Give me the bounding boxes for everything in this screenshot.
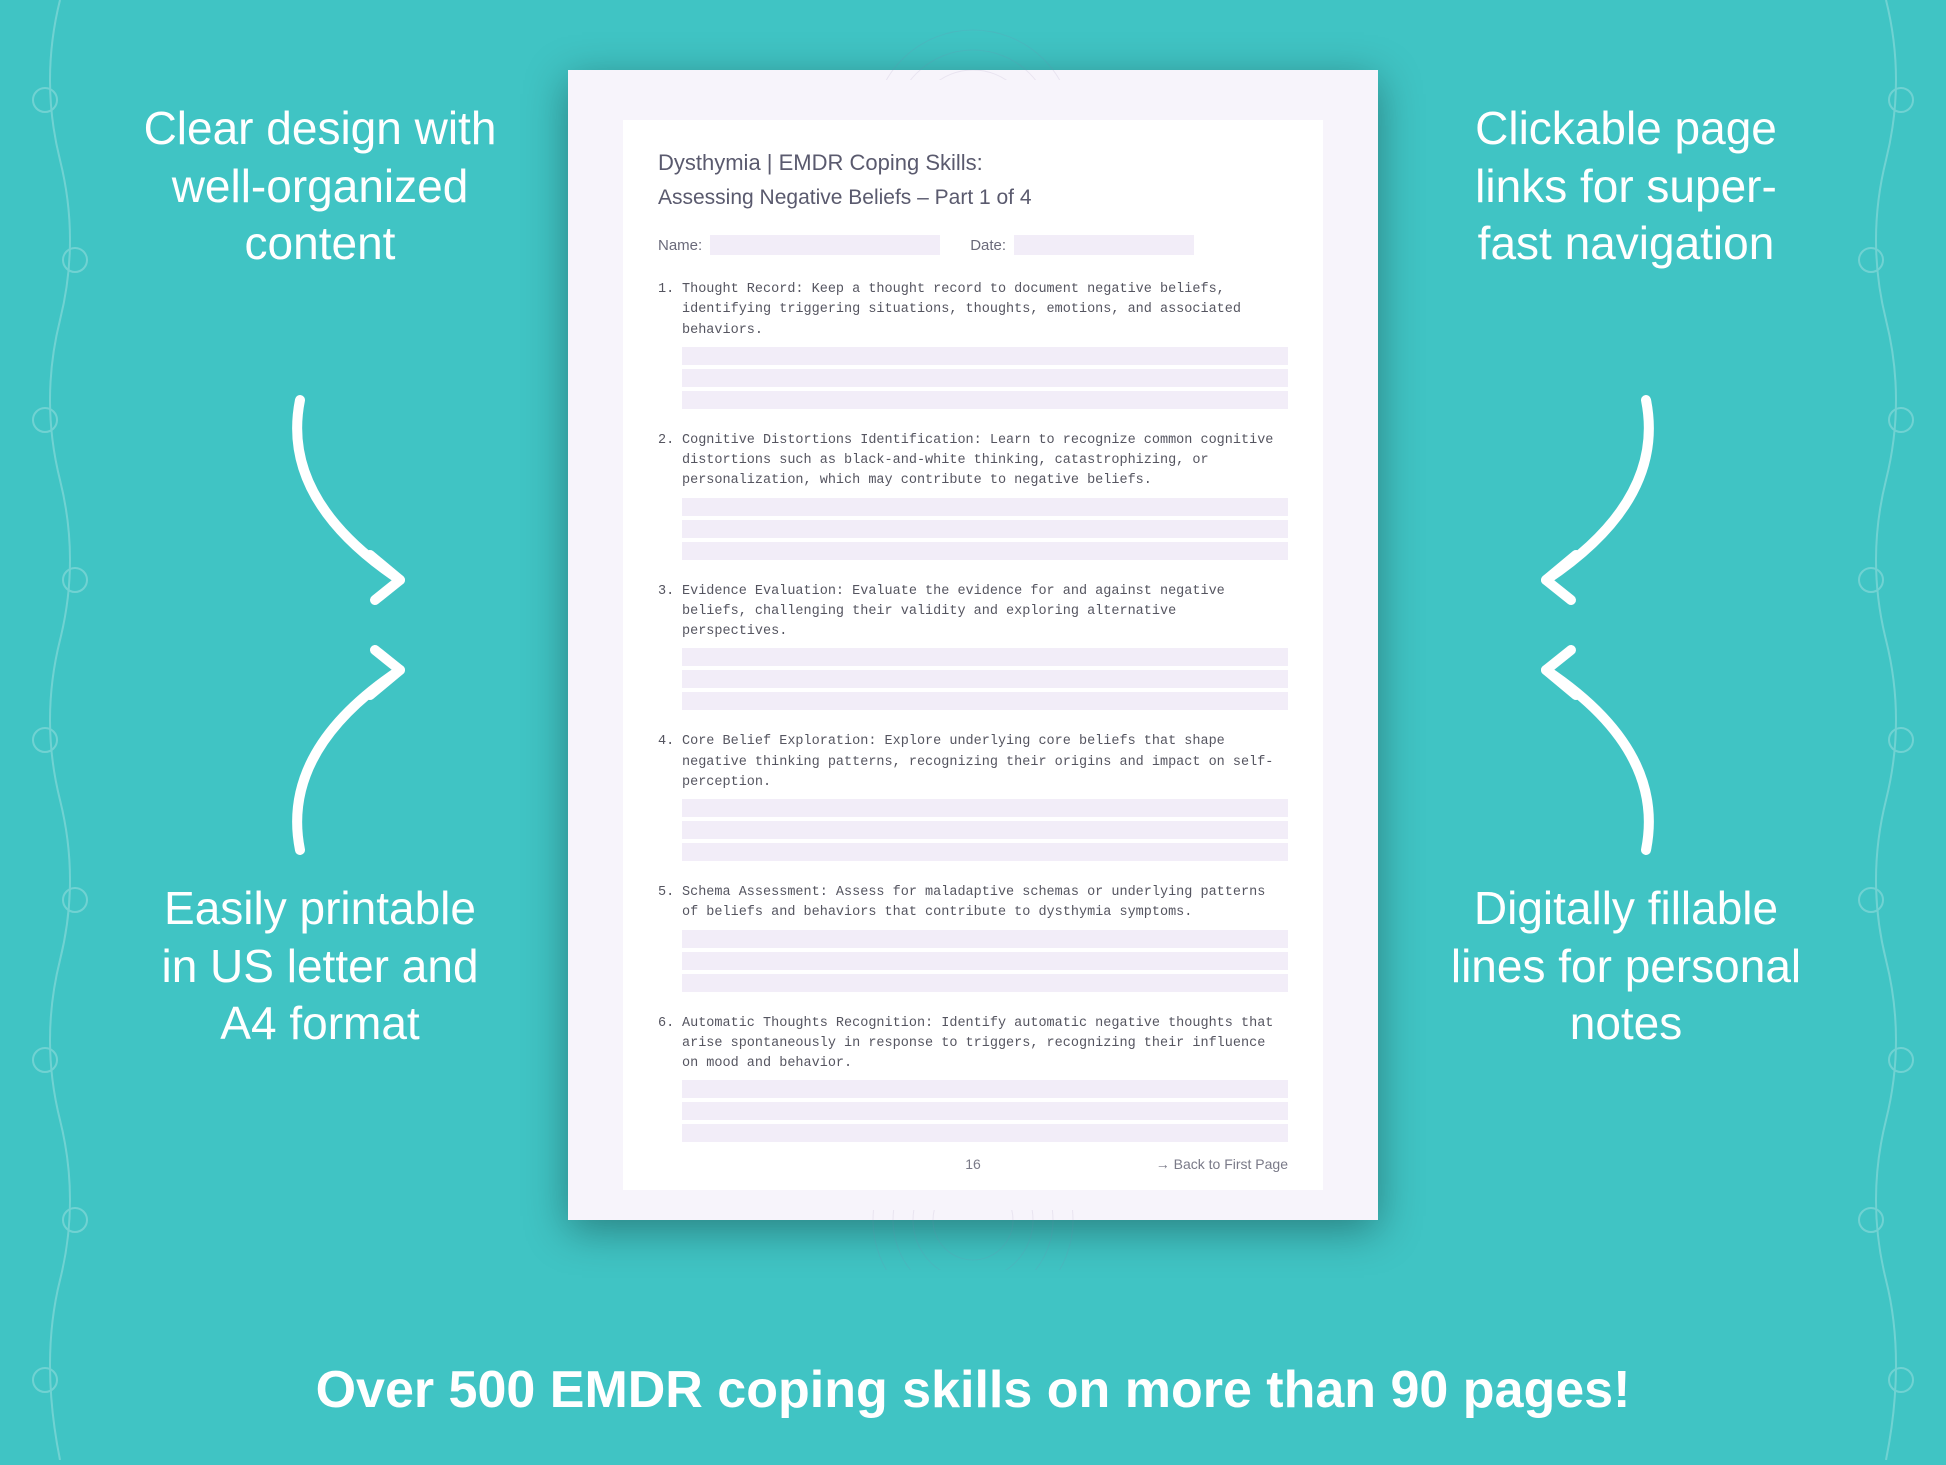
item-number: 6. (658, 1014, 676, 1075)
arrow-bottom-right-icon (1506, 640, 1686, 870)
callout-top-right: Clickable page links for super-fast navi… (1446, 100, 1806, 273)
item-text: Evidence Evaluation: Evaluate the eviden… (682, 582, 1288, 643)
callout-bottom-right: Digitally fillable lines for personal no… (1446, 880, 1806, 1053)
name-input[interactable] (710, 235, 940, 255)
floral-border-left (0, 0, 120, 1460)
item-number: 1. (658, 280, 676, 341)
date-field: Date: (970, 235, 1194, 255)
name-field: Name: (658, 235, 940, 255)
item-number: 4. (658, 732, 676, 793)
fill-lines[interactable] (682, 1080, 1288, 1142)
arrow-top-right-icon (1506, 380, 1686, 610)
fill-lines[interactable] (682, 347, 1288, 409)
item-text: Cognitive Distortions Identification: Le… (682, 431, 1288, 492)
mandala-decoration-top (823, 20, 1123, 80)
item-number: 5. (658, 883, 676, 924)
list-item: 1. Thought Record: Keep a thought record… (658, 280, 1288, 409)
page-footer: 16 → Back to First Page (658, 1156, 1288, 1172)
item-text: Schema Assessment: Assess for maladaptiv… (682, 883, 1288, 924)
date-input[interactable] (1014, 235, 1194, 255)
floral-border-right (1826, 0, 1946, 1460)
document-inner: Dysthymia | EMDR Coping Skills: Assessin… (623, 120, 1323, 1190)
bottom-banner: Over 500 EMDR coping skills on more than… (0, 1360, 1946, 1420)
fill-lines[interactable] (682, 648, 1288, 710)
item-text: Thought Record: Keep a thought record to… (682, 280, 1288, 341)
callout-top-left: Clear design with well-organized content (140, 100, 500, 273)
item-number: 2. (658, 431, 676, 492)
item-list: 1. Thought Record: Keep a thought record… (658, 280, 1288, 1142)
mandala-decoration-bottom (823, 1210, 1123, 1270)
item-text: Automatic Thoughts Recognition: Identify… (682, 1014, 1288, 1075)
fill-lines[interactable] (682, 498, 1288, 560)
name-date-row: Name: Date: (658, 235, 1288, 255)
document-page: Dysthymia | EMDR Coping Skills: Assessin… (568, 70, 1378, 1220)
document-subtitle: Assessing Negative Beliefs – Part 1 of 4 (658, 186, 1288, 210)
list-item: 4. Core Belief Exploration: Explore unde… (658, 732, 1288, 861)
fill-lines[interactable] (682, 799, 1288, 861)
date-label: Date: (970, 237, 1006, 254)
callout-bottom-left: Easily printable in US letter and A4 for… (140, 880, 500, 1053)
fill-lines[interactable] (682, 930, 1288, 992)
list-item: 2. Cognitive Distortions Identification:… (658, 431, 1288, 560)
list-item: 3. Evidence Evaluation: Evaluate the evi… (658, 582, 1288, 711)
arrow-bottom-left-icon (260, 640, 440, 870)
back-to-first-link[interactable]: → Back to First Page (1156, 1156, 1288, 1172)
item-number: 3. (658, 582, 676, 643)
document-title: Dysthymia | EMDR Coping Skills: (658, 150, 1288, 176)
arrow-top-left-icon (260, 380, 440, 610)
name-label: Name: (658, 237, 702, 254)
list-item: 5. Schema Assessment: Assess for maladap… (658, 883, 1288, 992)
item-text: Core Belief Exploration: Explore underly… (682, 732, 1288, 793)
page-number: 16 (965, 1156, 981, 1172)
list-item: 6. Automatic Thoughts Recognition: Ident… (658, 1014, 1288, 1143)
